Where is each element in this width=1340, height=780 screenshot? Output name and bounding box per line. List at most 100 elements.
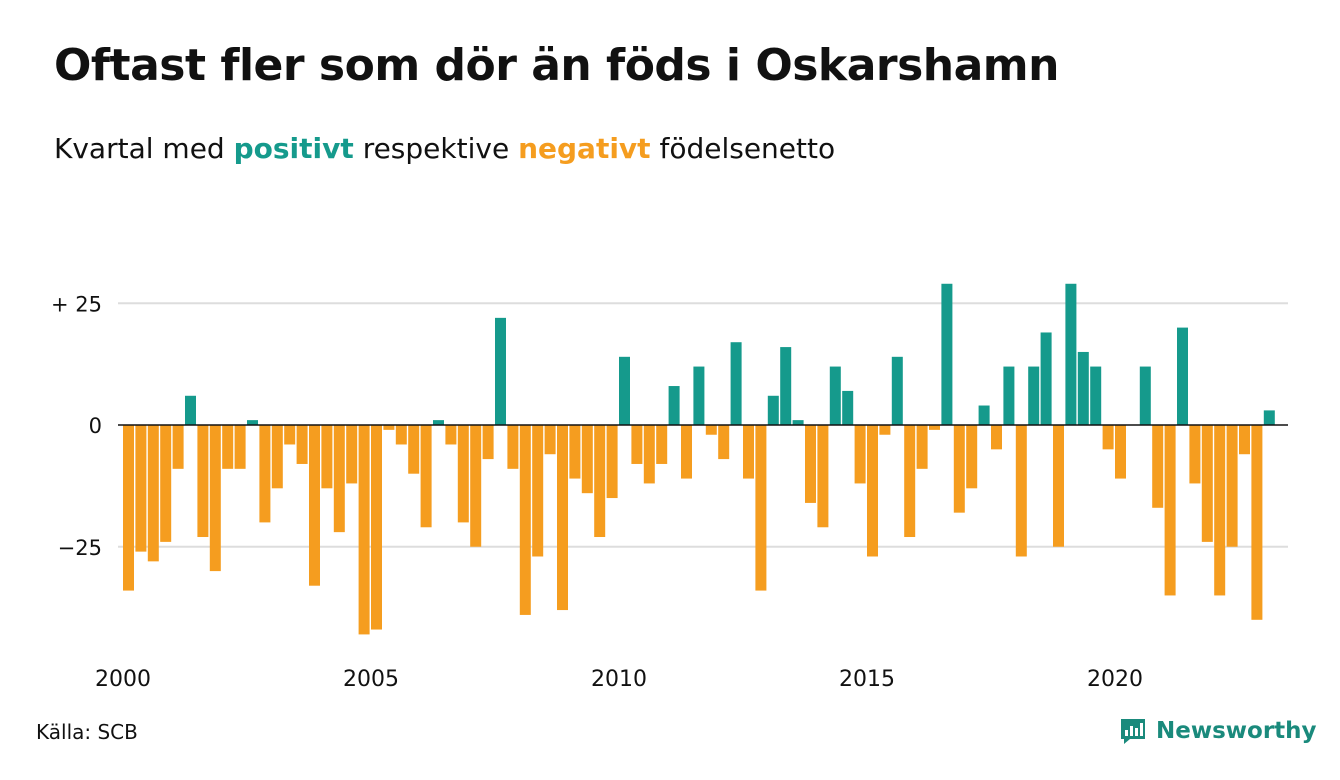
bar-negative [643,425,655,484]
bar-negative [569,425,581,479]
bar-negative [929,425,940,430]
bar-negative [1226,425,1238,547]
bar-negative [805,425,816,503]
bar-positive [1077,351,1089,425]
bar-positive [495,317,506,425]
bar-negative [631,425,643,464]
bar-negative [123,425,134,591]
bar-negative [296,425,308,464]
bar-negative [1214,425,1226,596]
bar-negative [309,425,320,586]
bar-negative [259,425,271,523]
bar-negative [470,425,482,547]
bar-negative [755,425,767,591]
bar-negative [743,425,754,479]
bar-positive [1040,332,1052,425]
bar-negative [371,425,382,630]
x-tick-label: 2015 [839,667,895,692]
x-tick-label: 2010 [591,667,647,692]
bar-positive [1003,366,1015,425]
x-tick-label: 2005 [343,667,399,692]
bar-negative [1164,425,1176,596]
bar-positive [730,342,742,425]
bar-positive [767,395,779,425]
bar-negative [606,425,618,499]
bar-negative [160,425,172,542]
bar-positive [978,405,990,425]
bar-negative [1115,425,1126,479]
x-tick-label: 2020 [1087,667,1143,692]
bar-positive [941,283,953,425]
bar-negative [383,425,395,430]
bar-positive [668,386,680,425]
y-tick-label: −25 [58,536,102,560]
bar-negative [333,425,345,533]
bar-positive [1065,283,1077,425]
bar-negative [1102,425,1114,450]
bar-negative [879,425,891,435]
bar-positive [1139,366,1151,425]
bar-positive [619,356,630,425]
y-tick-label: + 25 [51,292,102,316]
bar-negative [1201,425,1213,542]
bar-negative [705,425,717,435]
bar-positive [891,356,903,425]
bar-positive [693,366,705,425]
subtitle-pre: Kvartal med [54,132,225,165]
x-axis-labels: 2000 2005 2010 2015 2020 [95,667,1143,692]
bar-negative [147,425,159,562]
bar-positive [433,420,444,425]
bar-negative [1015,425,1027,557]
bar-negative [916,425,928,469]
subtitle-positive-word: positivt [233,132,354,165]
bar-negative [656,425,668,464]
y-axis-labels: + 25 0 −25 [51,292,102,560]
bar-negative [953,425,965,513]
brand-logo: Newsworthy [1118,714,1317,748]
bar-negative [271,425,283,489]
bar-negative [222,425,234,469]
bar-positive [842,390,854,425]
bar-negative [544,425,556,455]
x-tick-label: 2000 [95,667,151,692]
subtitle-negative-word: negativt [518,132,651,165]
bar-negative [1189,425,1201,484]
bar-negative [507,425,519,469]
bar-negative [321,425,333,489]
bar-negative [966,425,978,489]
bar-negative [234,425,246,469]
bar-positive [247,420,258,425]
bar-negative [358,425,370,635]
bar-positive [185,395,196,425]
bar-negative [718,425,730,460]
bar-negative [519,425,531,615]
bar-negative [346,425,358,484]
bar-negative [209,425,221,572]
bars-layer [123,283,1275,635]
bar-positive [829,366,841,425]
bar-negative [445,425,457,445]
subtitle-post: födelsenetto [659,132,836,165]
newsworthy-logo-icon [1121,719,1145,744]
source-note: Källa: SCB [36,720,138,744]
bar-positive [1263,410,1275,425]
bar-positive [1177,327,1188,425]
bar-negative [1239,425,1250,455]
bar-negative [867,425,878,557]
chart-title: Oftast fler som dör än föds i Oskarshamn [54,40,1059,91]
y-tick-label: 0 [89,414,102,438]
bar-negative [457,425,469,523]
bar-negative [172,425,184,469]
bar-negative [1251,425,1263,620]
bar-negative [532,425,544,557]
bar-negative [482,425,494,460]
bar-positive [1090,366,1102,425]
bar-negative [557,425,568,611]
bar-negative [197,425,209,538]
bar-negative [991,425,1002,450]
bar-negative [395,425,407,445]
bar-negative [854,425,866,484]
bar-positive [1028,366,1040,425]
bar-negative [135,425,147,552]
